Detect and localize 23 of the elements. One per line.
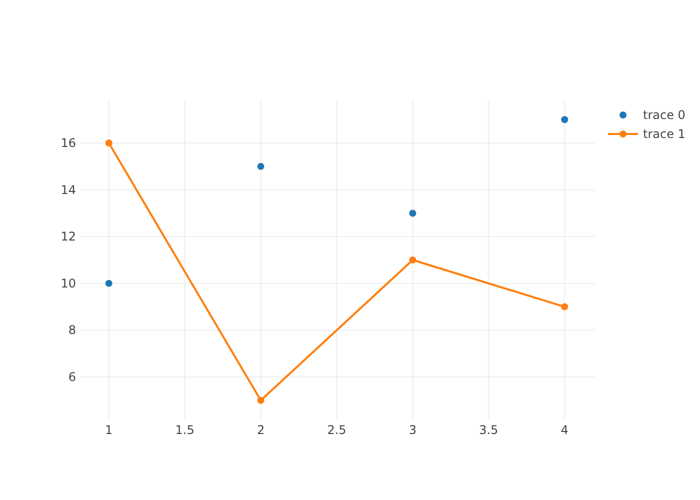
y-tick-label: 16	[60, 136, 76, 150]
y-tick-label: 6	[68, 370, 76, 384]
point	[409, 256, 416, 264]
point	[257, 396, 264, 404]
point	[561, 303, 568, 310]
y-tick-label: 8	[68, 323, 76, 338]
y-tick-label: 12	[60, 230, 76, 244]
x-tick-label: 2	[256, 423, 265, 437]
point	[409, 210, 416, 217]
point	[105, 140, 112, 147]
point	[561, 116, 568, 124]
legend-label: trace 0	[643, 108, 686, 122]
point	[257, 162, 264, 170]
point	[105, 280, 112, 287]
x-tick-label: 3.5	[479, 423, 498, 437]
x-tick-label: 2.5	[327, 423, 346, 437]
y-tick-label: 14	[60, 182, 76, 197]
x-tick-label: 3	[408, 423, 417, 437]
y-tick-label: 10	[60, 276, 76, 290]
x-tick-label: 4	[560, 423, 568, 437]
x-tick-label: 1	[105, 423, 113, 437]
x-tick-label: 1.5	[175, 423, 194, 437]
legend-label: trace 1	[643, 127, 686, 141]
